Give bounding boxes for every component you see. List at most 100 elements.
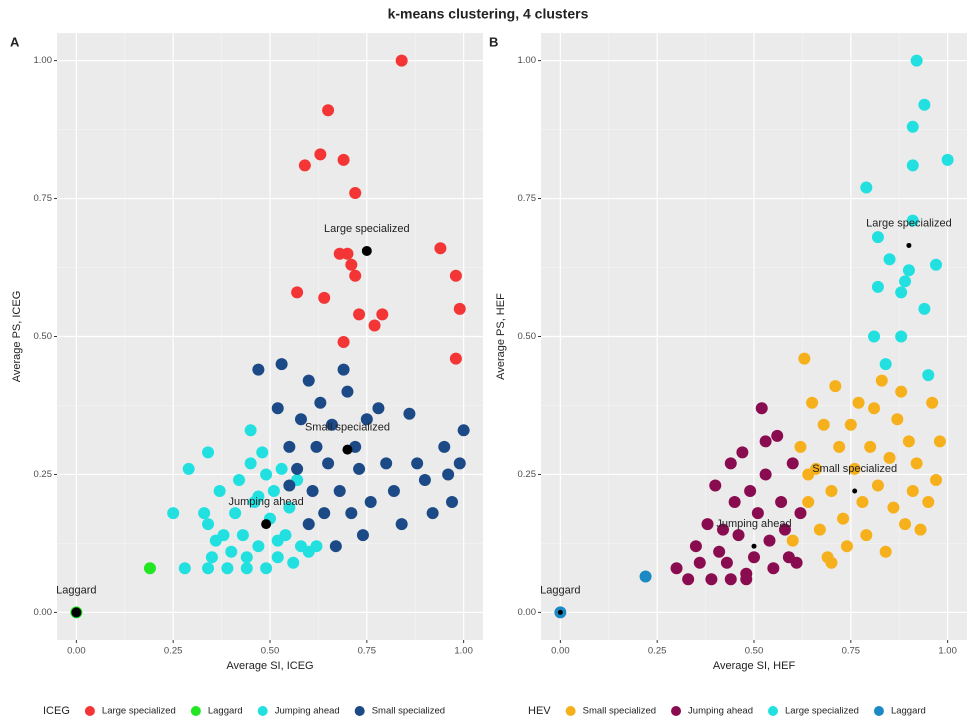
point	[244, 424, 257, 437]
center-label: Jumping ahead	[229, 496, 304, 508]
point	[906, 120, 919, 133]
point	[899, 518, 912, 531]
point	[689, 540, 702, 553]
point	[906, 485, 919, 498]
point	[883, 253, 896, 266]
point	[930, 258, 943, 271]
chart-title: k-means clustering, 4 clusters	[388, 6, 589, 22]
center-label: Laggard	[540, 584, 580, 596]
point	[438, 440, 451, 453]
x-tick-label: 0.50	[745, 646, 764, 657]
point	[840, 540, 853, 553]
point	[395, 518, 408, 531]
point	[910, 54, 923, 67]
point	[337, 363, 350, 376]
point	[256, 446, 269, 459]
point	[868, 402, 881, 415]
point	[353, 308, 366, 321]
point	[817, 418, 830, 431]
point	[802, 468, 815, 481]
point	[337, 153, 350, 166]
legend-swatch	[190, 706, 201, 716]
y-tick-label: 0.00	[34, 607, 53, 618]
y-tick-label: 0.50	[518, 331, 537, 342]
point	[205, 551, 218, 564]
legend-swatch	[671, 706, 682, 716]
point	[372, 402, 385, 415]
point	[345, 507, 358, 520]
point	[198, 507, 211, 520]
x-tick-label: 0.75	[358, 646, 377, 657]
point	[345, 258, 358, 271]
point	[879, 358, 892, 371]
point	[744, 485, 757, 498]
point	[449, 269, 462, 282]
point	[322, 457, 335, 470]
point	[302, 518, 315, 531]
point	[271, 402, 284, 415]
point	[941, 153, 954, 166]
point	[778, 523, 791, 536]
point	[341, 385, 354, 398]
point	[202, 562, 215, 575]
point	[790, 556, 803, 569]
point	[403, 407, 416, 420]
point	[229, 507, 242, 520]
point	[902, 264, 915, 277]
legend: ICEG Large specialized Laggard Jumping ahea…	[43, 705, 445, 717]
legend-title: HEV	[528, 705, 551, 717]
y-tick-label: 1.00	[34, 55, 53, 66]
point	[871, 231, 884, 244]
point	[244, 457, 257, 470]
x-axis-label: Average SI, HEF	[713, 660, 796, 672]
center-label: Small specialized	[812, 463, 897, 475]
point	[418, 473, 431, 486]
point	[798, 352, 811, 365]
point	[670, 562, 683, 575]
point	[314, 396, 327, 409]
point	[283, 479, 296, 492]
point	[364, 496, 377, 509]
point	[294, 413, 307, 426]
point	[914, 523, 927, 536]
point	[213, 485, 226, 498]
legend-label: Large specialized	[102, 706, 176, 717]
point	[356, 529, 369, 542]
point	[879, 545, 892, 558]
y-tick-label: 0.75	[518, 193, 537, 204]
legend-swatch	[768, 706, 778, 716]
point	[771, 429, 784, 442]
center-label: Jumping ahead	[716, 518, 791, 530]
legend-label: Small specialized	[583, 706, 656, 717]
point	[287, 556, 300, 569]
cluster-center	[906, 242, 912, 248]
point	[252, 363, 265, 376]
point	[751, 507, 764, 520]
point	[221, 562, 234, 575]
point	[167, 507, 180, 520]
point	[291, 462, 304, 475]
x-tick-label: 0.50	[261, 646, 280, 657]
point	[844, 418, 857, 431]
point	[260, 468, 273, 481]
y-tick-label: 1.00	[518, 55, 537, 66]
point	[755, 402, 768, 415]
point	[329, 540, 342, 553]
point	[705, 573, 718, 586]
x-tick-label: 0.00	[551, 646, 570, 657]
point	[349, 269, 362, 282]
point	[767, 562, 780, 575]
point	[837, 512, 850, 525]
point	[434, 242, 447, 255]
point	[333, 485, 346, 498]
point	[906, 214, 919, 227]
point	[453, 302, 466, 315]
point	[252, 490, 265, 503]
legend-swatch	[354, 706, 365, 716]
point	[411, 457, 424, 470]
center-label: Large specialized	[866, 217, 952, 229]
point	[202, 446, 215, 459]
point	[225, 545, 238, 558]
point	[387, 485, 400, 498]
